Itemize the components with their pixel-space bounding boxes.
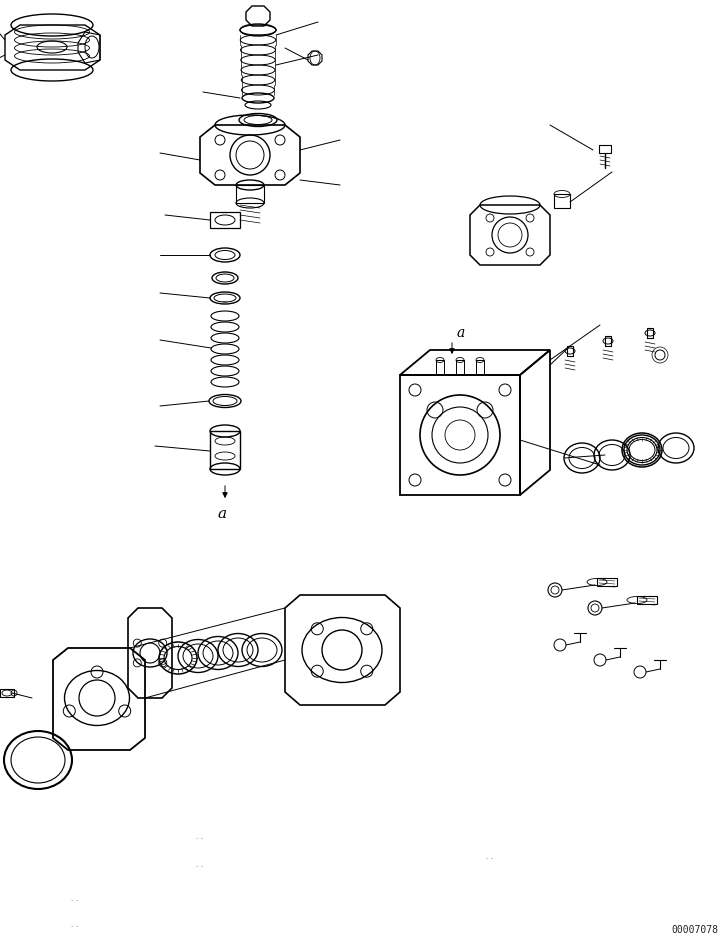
Text: - -: - - (196, 863, 203, 869)
Bar (236, 185, 264, 203)
Text: - -: - - (486, 855, 494, 861)
Text: - -: - - (71, 897, 78, 903)
Text: - -: - - (196, 835, 203, 841)
Bar (605, 336, 611, 346)
Bar (599, 145, 611, 153)
Text: - -: - - (71, 923, 78, 929)
Text: 00007078: 00007078 (671, 925, 718, 935)
Bar (567, 346, 573, 356)
Bar (554, 194, 570, 208)
Text: a: a (217, 507, 226, 521)
Bar (210, 431, 240, 469)
Bar (647, 328, 653, 338)
Bar (456, 360, 464, 375)
Bar (210, 212, 240, 228)
Bar (637, 596, 657, 604)
Bar (597, 578, 617, 586)
Text: a: a (457, 326, 465, 340)
Bar (476, 360, 484, 375)
Bar (436, 360, 444, 375)
Bar (0, 689, 14, 697)
